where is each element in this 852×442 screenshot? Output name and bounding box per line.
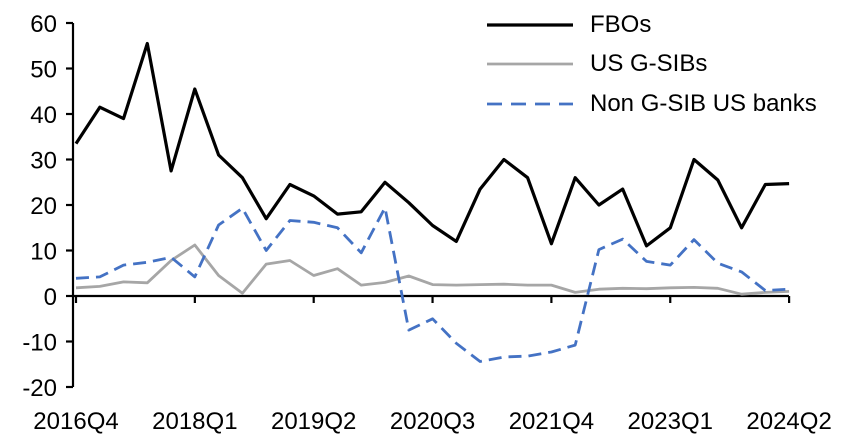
x-axis-tick-label: 2021Q4 [509,408,594,435]
legend-item-non-gsib-us-banks: Non G-SIB US banks [487,84,817,124]
x-axis-tick-label: 2020Q3 [390,408,475,435]
legend-label-us-gsibs: US G-SIBs [590,50,708,78]
x-axis-tick-label: 2018Q1 [152,408,237,435]
y-axis-tick-label: -20 [22,375,57,402]
y-axis-tick-label: 50 [30,57,57,84]
legend-item-us-gsibs: US G-SIBs [487,45,817,85]
x-axis-tick-label: 2023Q1 [628,408,713,435]
y-axis-tick-label: 10 [30,239,57,266]
legend-label-fbos: FBOs [590,10,652,38]
y-axis-tick-label: 30 [30,148,57,175]
y-axis-tick-label: 0 [44,284,57,311]
legend-line-sample-fbos [487,23,573,27]
x-axis-tick-label: 2024Q2 [746,408,831,435]
series-line-us-g-sibs [75,243,790,296]
series-line-non-g-sib-us-banks [75,206,790,363]
x-axis-tick-label: 2019Q2 [271,408,356,435]
legend-item-fbos: FBOs [487,5,817,45]
y-axis-tick-label: 60 [30,11,57,38]
y-axis-tick-label: -10 [22,330,57,357]
y-axis-tick-label: 20 [30,193,57,220]
legend-line-sample-us-gsibs [487,62,573,66]
series-line-fbos [74,41,790,248]
legend-label-non-gsib-us-banks: Non G-SIB US banks [590,89,817,117]
legend: FBOs US G-SIBs Non G-SIB US banks [487,5,817,124]
legend-line-sample-non-gsib-us-banks [487,102,573,106]
y-axis-tick-label: 40 [30,102,57,129]
x-axis-tick-label: 2016Q4 [33,408,118,435]
